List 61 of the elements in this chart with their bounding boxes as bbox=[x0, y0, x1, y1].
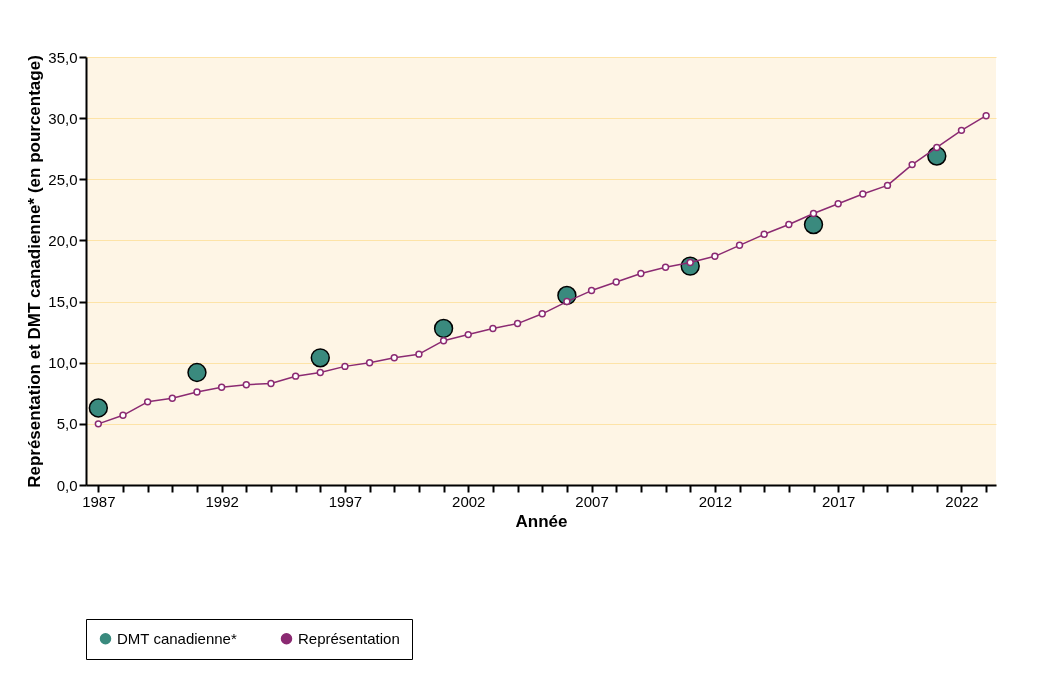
x-tick-label: 1987 bbox=[82, 492, 116, 510]
point bbox=[242, 381, 251, 389]
point bbox=[563, 297, 571, 306]
y-tick-label: 35,0 bbox=[48, 48, 78, 66]
point bbox=[267, 379, 275, 388]
point bbox=[88, 398, 109, 418]
point bbox=[365, 359, 374, 367]
y-tick-label: 30,0 bbox=[48, 109, 78, 127]
point bbox=[587, 286, 596, 295]
x-tick-label: 2017 bbox=[821, 492, 856, 510]
point bbox=[187, 362, 207, 383]
x-tick-label: 1992 bbox=[205, 492, 239, 510]
point bbox=[637, 269, 645, 278]
point bbox=[217, 383, 226, 391]
x-tick-label: 2022 bbox=[945, 492, 979, 510]
y-tick-label: 5,0 bbox=[56, 415, 78, 433]
point bbox=[538, 310, 546, 318]
point bbox=[612, 278, 620, 286]
point bbox=[415, 350, 423, 358]
point bbox=[908, 160, 916, 169]
point bbox=[834, 200, 842, 208]
point bbox=[489, 324, 497, 333]
point bbox=[433, 318, 454, 339]
point bbox=[464, 330, 472, 339]
legend-label: Représentation bbox=[298, 629, 400, 647]
point bbox=[883, 181, 892, 190]
point bbox=[513, 319, 522, 328]
point bbox=[439, 337, 448, 345]
y-axis-title: Représentation et DMT canadienne* (en pourcentage) bbox=[25, 55, 45, 488]
y-tick-label: 15,0 bbox=[48, 293, 78, 311]
y-tick-label: 0,0 bbox=[56, 476, 78, 494]
point bbox=[168, 394, 177, 402]
point bbox=[982, 111, 990, 120]
point bbox=[193, 388, 201, 396]
point bbox=[803, 214, 824, 235]
point bbox=[735, 241, 744, 250]
y-tick-label: 10,0 bbox=[48, 354, 78, 372]
point bbox=[661, 263, 670, 272]
point bbox=[859, 190, 867, 198]
point bbox=[760, 230, 768, 239]
point bbox=[957, 126, 966, 135]
point bbox=[785, 220, 793, 229]
y-tick-label: 25,0 bbox=[48, 170, 78, 188]
point bbox=[94, 420, 103, 428]
point bbox=[933, 143, 941, 152]
x-tick-label: 2012 bbox=[698, 492, 733, 510]
x-tick-label: 1997 bbox=[328, 492, 363, 510]
point bbox=[390, 354, 398, 362]
legend-label: DMT canadienne* bbox=[117, 629, 237, 647]
point bbox=[809, 209, 818, 218]
point bbox=[711, 252, 719, 261]
point bbox=[119, 411, 127, 419]
y-tick-label: 20,0 bbox=[48, 231, 78, 249]
x-axis-title: Année bbox=[515, 511, 568, 531]
x-tick-label: 2002 bbox=[452, 492, 486, 510]
point bbox=[341, 362, 349, 371]
point bbox=[316, 368, 324, 377]
point bbox=[310, 348, 330, 368]
point bbox=[143, 398, 152, 406]
point bbox=[291, 372, 300, 380]
x-tick-label: 2007 bbox=[575, 492, 609, 510]
